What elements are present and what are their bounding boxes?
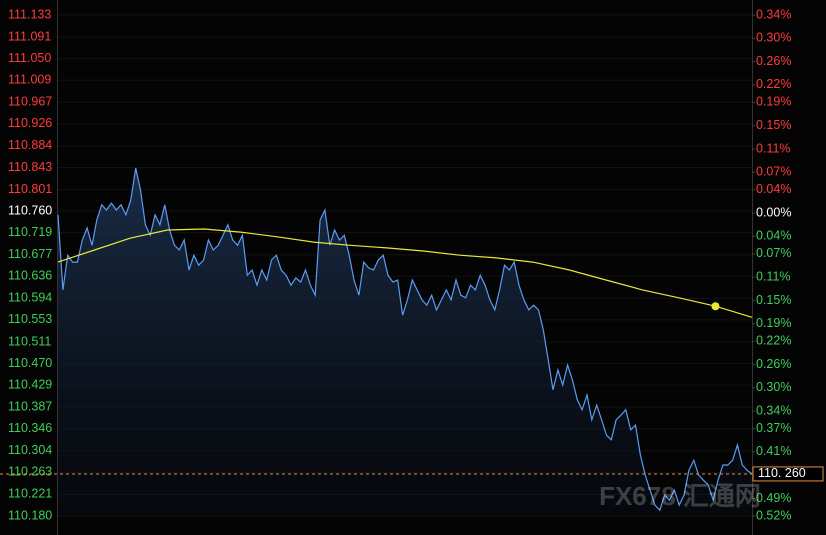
y-tick-label: 110.884 <box>8 138 52 152</box>
y-tick-label: 110.470 <box>8 356 52 370</box>
y2-tick-label: 0.11% <box>756 141 791 155</box>
y2-tick-label: 0.07% <box>756 246 791 260</box>
price-line <box>57 167 753 512</box>
y-tick-label: 110.719 <box>8 225 52 239</box>
y2-tick-label: 0.11% <box>756 269 791 283</box>
y2-tick-label: 0.19% <box>756 316 791 330</box>
watermark: FX678 汇通网 <box>599 481 761 511</box>
y-tick-label: 110.760 <box>8 203 52 217</box>
y2-tick-label: 0.30% <box>756 31 791 45</box>
y-tick-label: 110.387 <box>8 399 52 413</box>
y2-tick-label: 0.49% <box>756 491 791 505</box>
y2-tick-label: 0.00% <box>756 205 791 219</box>
y-tick-label: 110.180 <box>8 508 52 522</box>
y2-tick-label: 0.22% <box>756 334 791 348</box>
y-tick-label: 110.967 <box>8 95 52 109</box>
y2-tick-label: 0.04% <box>756 229 791 243</box>
y2-tick-label: 0.34% <box>756 403 791 417</box>
y-tick-label: 111.133 <box>8 7 51 21</box>
y-tick-label: 110.221 <box>8 487 52 501</box>
average-line <box>57 228 753 318</box>
y-tick-label: 110.263 <box>8 465 52 479</box>
y2-tick-label: 0.15% <box>756 118 791 132</box>
y-tick-label: 110.843 <box>8 160 52 174</box>
y2-tick-label: 0.26% <box>756 54 791 68</box>
y-tick-label: 111.050 <box>8 51 51 65</box>
y-tick-label: 110.304 <box>8 443 52 457</box>
y2-tick-label: 0.15% <box>756 293 791 307</box>
y-tick-label: 110.346 <box>8 421 52 435</box>
last-price-box <box>752 466 824 482</box>
y2-tick-label: 0.22% <box>756 77 791 91</box>
y2-tick-label: 0.37% <box>756 421 791 435</box>
y2-tick-label: 0.30% <box>756 380 791 394</box>
y2-tick-label: 0.34% <box>756 7 791 21</box>
y-tick-label: 110.926 <box>8 116 52 130</box>
y2-tick-label: 0.07% <box>756 165 791 179</box>
y2-tick-label: 0.52% <box>756 508 791 522</box>
y-tick-label: 110.594 <box>8 291 52 305</box>
y-tick-label: 111.091 <box>8 29 51 43</box>
last-price-label: 110. 260 <box>758 466 806 480</box>
area-fill <box>58 168 752 516</box>
y2-tick-label: 0.26% <box>756 357 791 371</box>
y2-tick-label: 0.41% <box>756 444 791 458</box>
y-tick-label: 110.801 <box>8 182 52 196</box>
y2-tick-label: 0.19% <box>756 95 791 109</box>
y-tick-label: 110.677 <box>8 247 52 261</box>
y-tick-label: 110.511 <box>8 334 51 348</box>
y-tick-label: 110.553 <box>8 312 52 326</box>
y-tick-label: 111.009 <box>8 72 51 86</box>
average-dot <box>711 302 720 311</box>
y2-tick-label: 0.04% <box>756 182 791 196</box>
y-tick-label: 110.636 <box>8 269 52 283</box>
y-tick-label: 110.429 <box>8 377 52 391</box>
